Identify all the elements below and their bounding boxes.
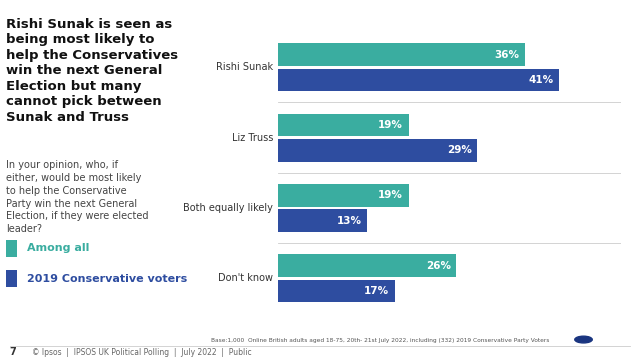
Text: i: i <box>607 334 611 345</box>
Circle shape <box>569 334 598 345</box>
Bar <box>278 43 525 66</box>
Bar <box>278 139 477 162</box>
Text: 2019 Conservative voters: 2019 Conservative voters <box>27 274 187 284</box>
FancyBboxPatch shape <box>6 270 17 287</box>
Text: 26%: 26% <box>426 261 451 271</box>
Text: Rishi Sunak is seen as
being most likely to
help the Conservatives
win the next : Rishi Sunak is seen as being most likely… <box>6 18 179 124</box>
Text: 19%: 19% <box>378 190 403 200</box>
Text: 19%: 19% <box>378 120 403 130</box>
FancyBboxPatch shape <box>6 240 17 257</box>
Text: © Ipsos  |  IPSOS UK Political Polling  |  July 2022  |  Public: © Ipsos | IPSOS UK Political Polling | J… <box>32 348 252 356</box>
Text: 36%: 36% <box>495 50 520 59</box>
Bar <box>278 255 456 277</box>
Bar <box>278 209 367 232</box>
Text: Base:1,000  Online British adults aged 18-75, 20th- 21st July 2022, including (3: Base:1,000 Online British adults aged 18… <box>211 338 550 343</box>
Text: Both equally likely: Both equally likely <box>183 203 273 213</box>
Text: 41%: 41% <box>529 75 554 85</box>
Bar <box>278 280 395 302</box>
Text: Liz Truss: Liz Truss <box>232 132 273 143</box>
Text: 13%: 13% <box>337 216 362 226</box>
Text: Rishi Sunak: Rishi Sunak <box>216 62 273 72</box>
Text: ipsos: ipsos <box>582 347 605 356</box>
Text: Among all: Among all <box>27 243 89 253</box>
Text: In your opinion, who, if
either, would be most likely
to help the Conservative
P: In your opinion, who, if either, would b… <box>6 160 149 234</box>
Text: 7: 7 <box>10 347 17 357</box>
Text: Don't know: Don't know <box>218 273 273 283</box>
Circle shape <box>575 336 592 343</box>
Bar <box>278 114 408 136</box>
Text: 29%: 29% <box>447 145 472 155</box>
Bar <box>278 184 408 207</box>
Text: 17%: 17% <box>364 286 389 296</box>
Bar <box>278 69 559 91</box>
